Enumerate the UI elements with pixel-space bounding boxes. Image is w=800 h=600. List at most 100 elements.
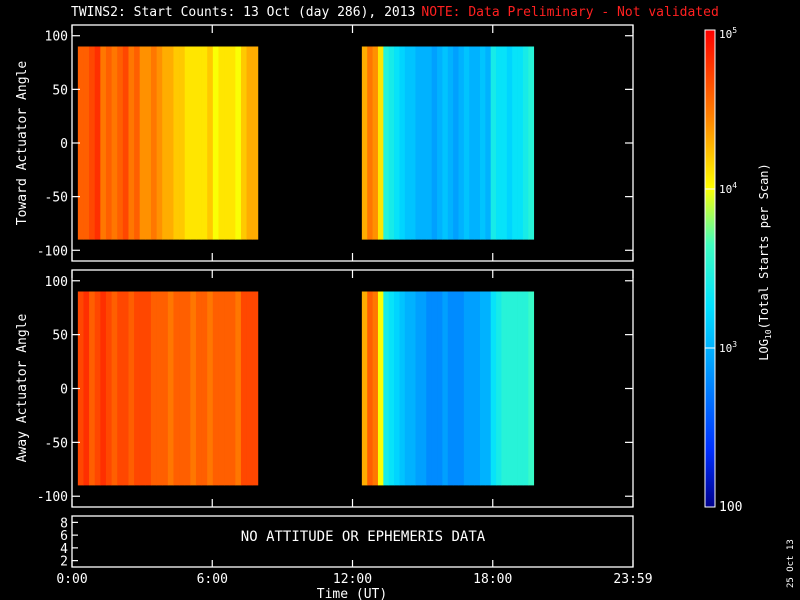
ephemeris-y-tick-label: 2 (60, 555, 68, 570)
heatmap-cell (201, 291, 208, 486)
heatmap-cell (105, 291, 112, 486)
heatmap-cell (490, 291, 497, 486)
y-tick-label: -100 (37, 490, 68, 505)
heatmap-cell (224, 291, 231, 486)
heatmap-cell (522, 291, 529, 486)
heatmap-cell (224, 46, 231, 240)
colorbar (704, 29, 716, 508)
heatmap-cell (469, 46, 475, 240)
heatmap-cell (173, 46, 180, 240)
x-tick-label: 18:00 (473, 572, 512, 587)
heatmap-cell (184, 291, 191, 486)
heatmap-cell (89, 46, 96, 240)
heatmap-cell (207, 46, 214, 240)
heatmap-cell (156, 291, 163, 486)
heatmap-cell (190, 291, 197, 486)
title-note: NOTE: Data Preliminary - Not validated (421, 5, 719, 20)
y-tick-label: 50 (52, 329, 68, 344)
heatmap-cell (240, 46, 247, 240)
heatmap-cell (372, 291, 379, 486)
heatmap-cell (394, 291, 400, 486)
heatmap-cell (139, 291, 146, 486)
heatmap-cell (145, 291, 152, 486)
colorbar-label: LOG10(Total Starts per Scan) (757, 163, 773, 361)
ephemeris-message: NO ATTITUDE OR EPHEMERIS DATA (241, 529, 486, 545)
heatmap-cell (388, 46, 395, 240)
colorbar-tick-label: 103 (719, 340, 737, 355)
heatmap-cell (479, 291, 486, 486)
toward-heatmap (77, 46, 535, 240)
heatmap-cell (496, 291, 502, 486)
heatmap-cell (490, 46, 497, 240)
heatmap-cell (453, 46, 459, 240)
heatmap-cell (83, 46, 90, 240)
heatmap-cell (394, 46, 400, 240)
heatmap-cell (437, 46, 443, 240)
heatmap-cell (431, 46, 438, 240)
heatmap-cell (117, 46, 124, 240)
heatmap-cell (463, 291, 470, 486)
colorbar-tick-label: 104 (719, 181, 737, 196)
heatmap-cell (415, 46, 422, 240)
heatmap-cell (485, 46, 492, 240)
heatmap-cell (212, 46, 219, 240)
heatmap-cell (184, 46, 191, 240)
heatmap-cell (105, 46, 112, 240)
title-main: TWINS2: Start Counts: 13 Oct (day 286), … (71, 5, 416, 20)
away-heatmap (77, 291, 535, 486)
x-tick-label: 12:00 (333, 572, 372, 587)
heatmap-cell (128, 291, 135, 486)
heatmap-cell (522, 46, 529, 240)
heatmap-cell (367, 46, 373, 240)
heatmap-cell (122, 46, 129, 240)
heatmap-cell (506, 291, 513, 486)
heatmap-cell (442, 291, 449, 486)
heatmap-cell (145, 46, 152, 240)
colorbar-tick-label: 105 (719, 26, 737, 41)
toward-axis-label: Toward Actuator Angle (15, 61, 30, 226)
heatmap-cell (447, 46, 454, 240)
y-tick-label: 0 (60, 137, 68, 152)
heatmap-cell (195, 46, 202, 240)
heatmap-cell (207, 291, 214, 486)
heatmap-cell (111, 46, 118, 240)
heatmap-cell (485, 291, 492, 486)
heatmap-cell (469, 291, 475, 486)
heatmap-cell (162, 46, 169, 240)
y-tick-label: -50 (45, 191, 68, 206)
heatmap-cell (501, 46, 508, 240)
heatmap-cell (195, 291, 202, 486)
heatmap-cell (361, 291, 368, 486)
heatmap-cell (139, 46, 146, 240)
ephemeris-y-tick-label: 6 (60, 529, 68, 544)
heatmap-cell (77, 46, 84, 240)
heatmap-cell (235, 291, 242, 486)
heatmap-cell (517, 46, 524, 240)
heatmap-cell (399, 46, 406, 240)
heatmap-cell (479, 46, 486, 240)
heatmap-cell (100, 291, 107, 486)
heatmap-cell (162, 291, 169, 486)
heatmap-cell (246, 46, 253, 240)
heatmap-cell (463, 46, 470, 240)
x-tick-label: 6:00 (197, 572, 228, 587)
heatmap-cell (94, 291, 101, 486)
heatmap-cell (156, 46, 163, 240)
heatmap-cell (240, 291, 247, 486)
y-tick-label: 50 (52, 83, 68, 98)
heatmap-cell (167, 291, 174, 486)
heatmap-cell (179, 291, 186, 486)
heatmap-cell (426, 291, 433, 486)
heatmap-cell (235, 46, 242, 240)
heatmap-cell (426, 46, 433, 240)
heatmap-cell (420, 291, 427, 486)
chart-title: TWINS2: Start Counts: 13 Oct (day 286), … (71, 5, 719, 20)
heatmap-cell (246, 291, 253, 486)
heatmap-cell (252, 46, 259, 240)
heatmap-cell (437, 291, 443, 486)
away-axis-label: Away Actuator Angle (15, 313, 30, 462)
heatmap-cell (94, 46, 101, 240)
heatmap-cell (229, 46, 236, 240)
ephemeris-y-tick-label: 4 (60, 542, 68, 557)
